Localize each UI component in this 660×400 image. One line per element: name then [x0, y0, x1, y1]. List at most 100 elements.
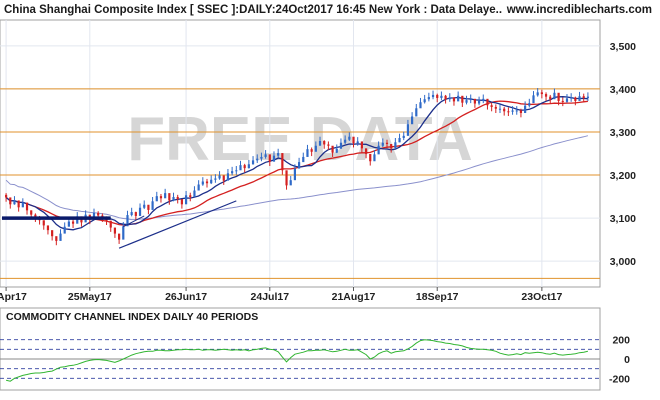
candle-body: [193, 190, 196, 197]
candle-body: [536, 92, 539, 96]
candle-body: [46, 225, 50, 231]
x-tick-label: 26Jun17: [165, 291, 207, 303]
candle-body: [205, 181, 209, 184]
candle-body: [461, 95, 464, 103]
candle-body: [561, 100, 564, 102]
candle-body: [544, 94, 548, 97]
candle-body: [214, 178, 217, 180]
candle-body: [51, 230, 54, 237]
candle-body: [377, 145, 380, 155]
candle-body: [419, 102, 422, 109]
candle-body: [306, 149, 309, 157]
cci-bands: [0, 339, 600, 379]
candle-body: [318, 141, 322, 146]
price-panel: [0, 19, 601, 288]
candle-body: [97, 212, 100, 216]
candle-body: [511, 110, 514, 112]
candle-body: [251, 160, 255, 165]
cci-y-axis: -200 0 200: [609, 335, 630, 386]
candle-body: [180, 199, 183, 205]
candle-body: [402, 135, 405, 138]
candle-body: [482, 98, 485, 101]
candle-body: [519, 110, 523, 114]
candle-body: [314, 145, 317, 152]
candle-body: [364, 148, 368, 154]
candle-body: [411, 116, 414, 125]
candles: [4, 88, 590, 246]
candle-body: [264, 154, 267, 157]
candle-body: [440, 95, 443, 98]
candle-body: [159, 196, 163, 199]
candle-body: [302, 156, 305, 163]
candle-body: [356, 141, 359, 144]
cci-tick-label: 200: [612, 335, 630, 347]
candle-body: [201, 181, 204, 185]
candle-body: [17, 200, 20, 208]
candle-body: [457, 95, 460, 102]
candle-body: [151, 201, 154, 210]
candle-body: [490, 105, 493, 107]
candle-body: [427, 97, 430, 100]
candle-body: [134, 212, 137, 216]
candle-body: [398, 137, 401, 143]
candle-body: [390, 144, 393, 149]
candle-body: [293, 168, 297, 181]
candle-body: [147, 204, 150, 210]
candle-body: [25, 202, 29, 211]
price-y-axis: 3,000 3,100 3,200 3,300 3,400 3,500: [610, 41, 636, 268]
candle-body: [189, 195, 192, 197]
candle-body: [528, 103, 531, 106]
candle-body: [59, 233, 62, 241]
candle-body: [524, 105, 527, 114]
x-tick-label: 24Jul17: [251, 291, 290, 303]
candle-body: [532, 95, 535, 104]
candle-body: [226, 173, 230, 181]
candle-body: [570, 97, 573, 99]
candle-body: [71, 221, 75, 224]
candle-body: [109, 220, 112, 228]
x-tick-label: 21Aug17: [332, 291, 376, 303]
candle-body: [55, 236, 58, 241]
candle-body: [285, 170, 288, 186]
candle-body: [218, 175, 221, 179]
candle-body: [63, 226, 66, 234]
candle-body: [297, 162, 301, 169]
candle-body: [578, 96, 581, 101]
candle-body: [126, 215, 129, 227]
candle-body: [557, 92, 560, 101]
candle-body: [498, 108, 502, 110]
price-levels: [0, 88, 600, 279]
candle-body: [143, 204, 146, 208]
candle-body: [444, 95, 447, 100]
candle-body: [406, 124, 410, 136]
candle-body: [42, 220, 45, 226]
cci-line-group: [5, 339, 589, 382]
candle-body: [436, 94, 439, 98]
candle-body: [473, 98, 476, 104]
candle-body: [239, 165, 242, 171]
site-label[interactable]: www.incrediblecharts.com: [506, 4, 652, 16]
candle-body: [281, 153, 284, 171]
candle-body: [272, 155, 276, 162]
candle-body: [452, 97, 456, 102]
x-axis: 26Apr17 25May17 26Jun17 24Jul17 21Aug17 18Sep…: [0, 287, 562, 303]
price-tick-label: 3,400: [610, 84, 636, 96]
candle-body: [582, 96, 585, 98]
candle-body: [30, 210, 33, 215]
candle-body: [339, 142, 343, 149]
candle-body: [352, 136, 355, 144]
candle-body: [222, 175, 225, 181]
cci-title: COMMODITY CHANNEL INDEX DAILY 40 PERIODS: [6, 311, 258, 323]
trendline-annotations: [2, 200, 237, 249]
candle-body: [277, 153, 280, 156]
candle-body: [415, 108, 418, 117]
candle-body: [553, 92, 556, 100]
candle-body: [394, 142, 397, 149]
candle-body: [9, 197, 12, 205]
candle-body: [515, 110, 518, 112]
candle-body: [448, 97, 451, 100]
candle-body: [540, 92, 543, 95]
candle-body: [331, 145, 334, 153]
x-tick-label: 25May17: [68, 291, 112, 303]
candle-body: [494, 106, 497, 109]
